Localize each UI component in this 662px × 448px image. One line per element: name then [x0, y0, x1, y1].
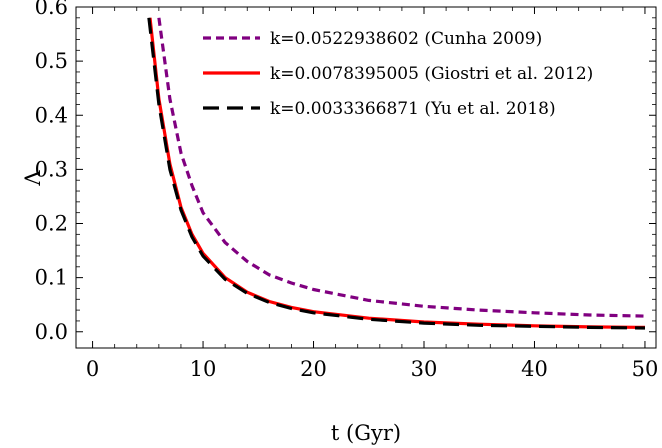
y-axis-title: Λ [21, 170, 45, 187]
y-tick-labels: 0.0 0.1 0.2 0.3 0.4 0.5 0.6 [35, 0, 68, 344]
legend-label-2: k=0.0078395005 (Giostri et al. 2012) [270, 64, 593, 84]
x-tick-label: 30 [411, 357, 438, 381]
legend-label-3: k=0.0033366871 (Yu et al. 2018) [270, 99, 556, 119]
x-tick-label: 20 [300, 357, 327, 381]
x-tick-label: 10 [190, 357, 217, 381]
series-layer [147, 17, 646, 330]
legend: k=0.0522938602 (Cunha 2009) k=0.007839500… [203, 29, 593, 119]
axis-ticks [76, 6, 656, 348]
y-tick-label: 0.4 [35, 103, 68, 127]
x-tick-label: 0 [86, 357, 99, 381]
y-tick-label: 0.6 [35, 0, 68, 19]
y-tick-label: 0.0 [35, 320, 68, 344]
x-tick-label: 40 [521, 357, 548, 381]
x-tick-label: 50 [632, 357, 659, 381]
y-tick-label: 0.3 [35, 157, 68, 181]
x-tick-labels: 0 10 20 30 40 50 [86, 357, 658, 381]
y-tick-label: 0.2 [35, 212, 68, 236]
series-line-3 [147, 17, 646, 330]
legend-label-1: k=0.0522938602 (Cunha 2009) [270, 29, 542, 49]
y-tick-label: 0.5 [35, 49, 68, 73]
series-line-1 [157, 17, 646, 318]
plot-frame [75, 6, 657, 349]
x-axis-title: t (Gyr) [331, 421, 401, 445]
y-tick-label: 0.1 [35, 266, 68, 290]
